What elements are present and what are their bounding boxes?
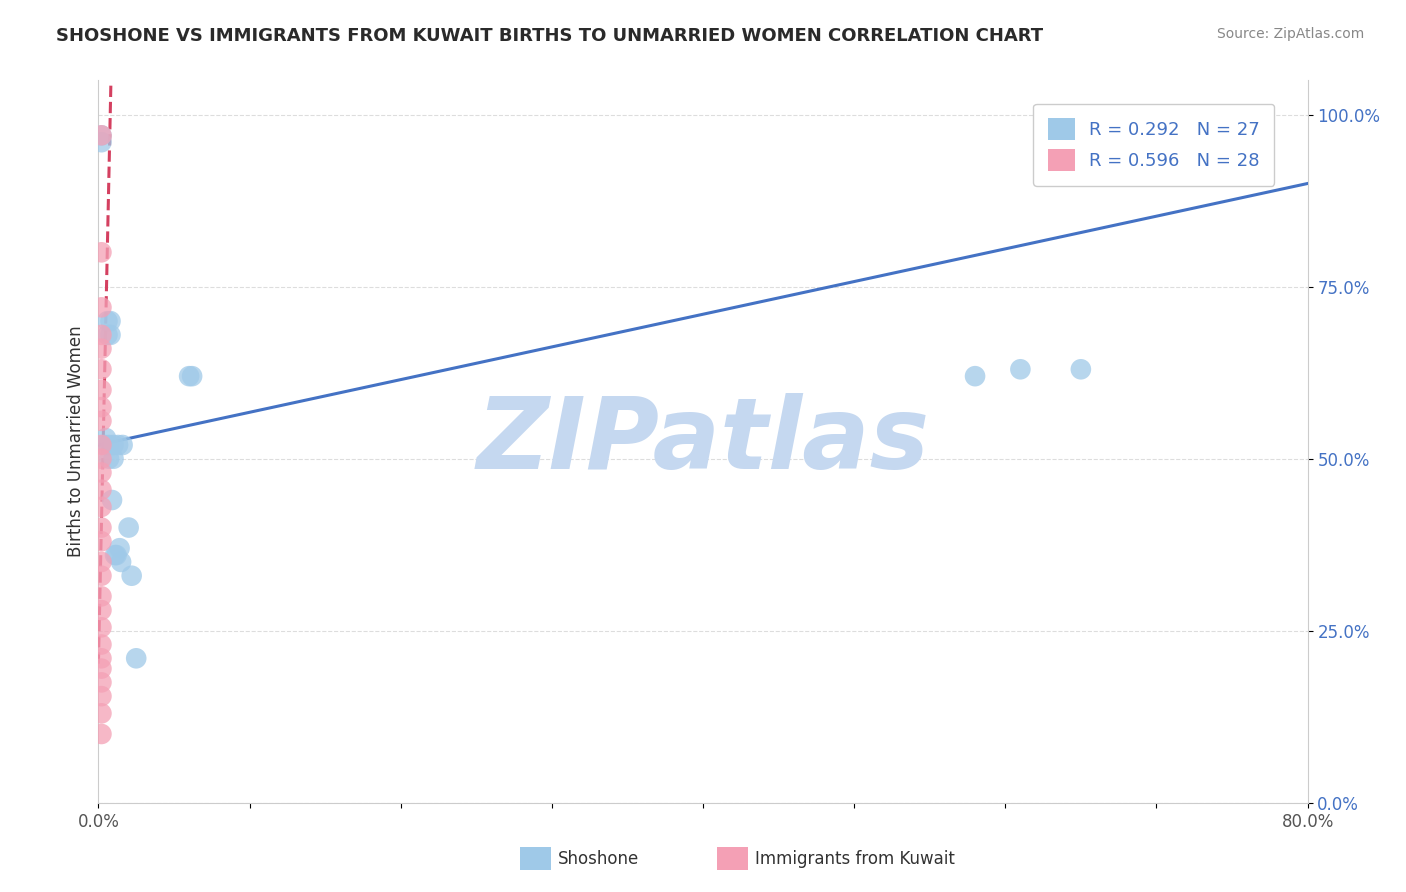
Point	[965, 369, 987, 384]
Point	[90, 651, 112, 665]
Y-axis label: Births to Unmarried Women: Births to Unmarried Women	[66, 326, 84, 558]
Point	[90, 603, 112, 617]
Point	[90, 362, 112, 376]
Point	[90, 620, 112, 634]
Point	[100, 327, 122, 342]
Point	[179, 369, 201, 384]
Text: ZIPatlas: ZIPatlas	[477, 393, 929, 490]
Point	[90, 383, 112, 397]
Point	[96, 327, 118, 342]
Point	[90, 706, 112, 721]
Point	[1070, 362, 1092, 376]
Point	[90, 590, 112, 604]
Point	[104, 548, 127, 562]
Point	[100, 314, 122, 328]
Point	[90, 689, 112, 703]
Point	[90, 245, 112, 260]
Point	[90, 400, 112, 414]
Point	[125, 651, 148, 665]
Point	[90, 128, 112, 143]
Point	[90, 327, 112, 342]
Point	[108, 541, 131, 556]
Point	[90, 662, 112, 676]
Point	[90, 675, 112, 690]
Legend: R = 0.292   N = 27, R = 0.596   N = 28: R = 0.292 N = 27, R = 0.596 N = 28	[1033, 103, 1274, 186]
Point	[96, 314, 118, 328]
Text: Immigrants from Kuwait: Immigrants from Kuwait	[755, 849, 955, 868]
Point	[90, 638, 112, 652]
Point	[90, 135, 112, 149]
Point	[90, 466, 112, 480]
Point	[98, 438, 121, 452]
Point	[90, 414, 112, 428]
Point	[90, 342, 112, 356]
Point	[103, 451, 125, 466]
Point	[111, 438, 134, 452]
Point	[90, 520, 112, 534]
Point	[101, 493, 124, 508]
Point	[90, 568, 112, 582]
Point	[94, 431, 117, 445]
Point	[90, 555, 112, 569]
Point	[90, 451, 112, 466]
Point	[93, 438, 115, 452]
Point	[110, 555, 132, 569]
Point	[107, 438, 129, 452]
Point	[90, 500, 112, 514]
Point	[1010, 362, 1032, 376]
Point	[90, 534, 112, 549]
Text: Shoshone: Shoshone	[558, 849, 640, 868]
Point	[105, 548, 128, 562]
Point	[118, 520, 141, 534]
Point	[181, 369, 204, 384]
Point	[98, 451, 121, 466]
Point	[90, 727, 112, 741]
Point	[90, 301, 112, 315]
Point	[90, 483, 112, 497]
Point	[103, 438, 125, 452]
Text: Source: ZipAtlas.com: Source: ZipAtlas.com	[1216, 27, 1364, 41]
Point	[90, 438, 112, 452]
Point	[121, 568, 143, 582]
Point	[90, 128, 112, 143]
Text: SHOSHONE VS IMMIGRANTS FROM KUWAIT BIRTHS TO UNMARRIED WOMEN CORRELATION CHART: SHOSHONE VS IMMIGRANTS FROM KUWAIT BIRTH…	[56, 27, 1043, 45]
